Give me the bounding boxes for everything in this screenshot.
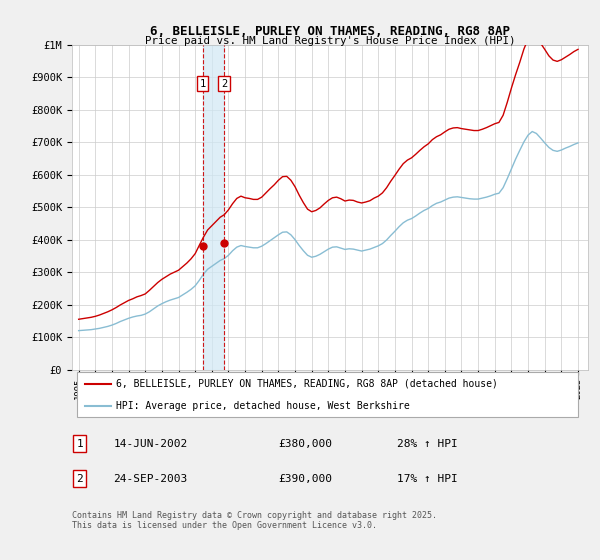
Text: £390,000: £390,000 — [278, 474, 332, 484]
Text: 28% ↑ HPI: 28% ↑ HPI — [397, 438, 458, 449]
Text: 2: 2 — [221, 79, 227, 89]
FancyBboxPatch shape — [77, 372, 578, 417]
Bar — [203, 45, 224, 370]
Text: 6, BELLEISLE, PURLEY ON THAMES, READING, RG8 8AP (detached house): 6, BELLEISLE, PURLEY ON THAMES, READING,… — [116, 379, 498, 389]
Text: 1: 1 — [200, 79, 206, 89]
Text: 1: 1 — [76, 438, 83, 449]
Text: 2: 2 — [76, 474, 83, 484]
Text: Price paid vs. HM Land Registry's House Price Index (HPI): Price paid vs. HM Land Registry's House … — [145, 36, 515, 46]
Text: 14-JUN-2002: 14-JUN-2002 — [113, 438, 188, 449]
Text: Contains HM Land Registry data © Crown copyright and database right 2025.
This d: Contains HM Land Registry data © Crown c… — [72, 511, 437, 530]
Text: 24-SEP-2003: 24-SEP-2003 — [113, 474, 188, 484]
Text: HPI: Average price, detached house, West Berkshire: HPI: Average price, detached house, West… — [116, 401, 410, 411]
Text: 6, BELLEISLE, PURLEY ON THAMES, READING, RG8 8AP: 6, BELLEISLE, PURLEY ON THAMES, READING,… — [150, 25, 510, 38]
Text: 17% ↑ HPI: 17% ↑ HPI — [397, 474, 458, 484]
Text: £380,000: £380,000 — [278, 438, 332, 449]
